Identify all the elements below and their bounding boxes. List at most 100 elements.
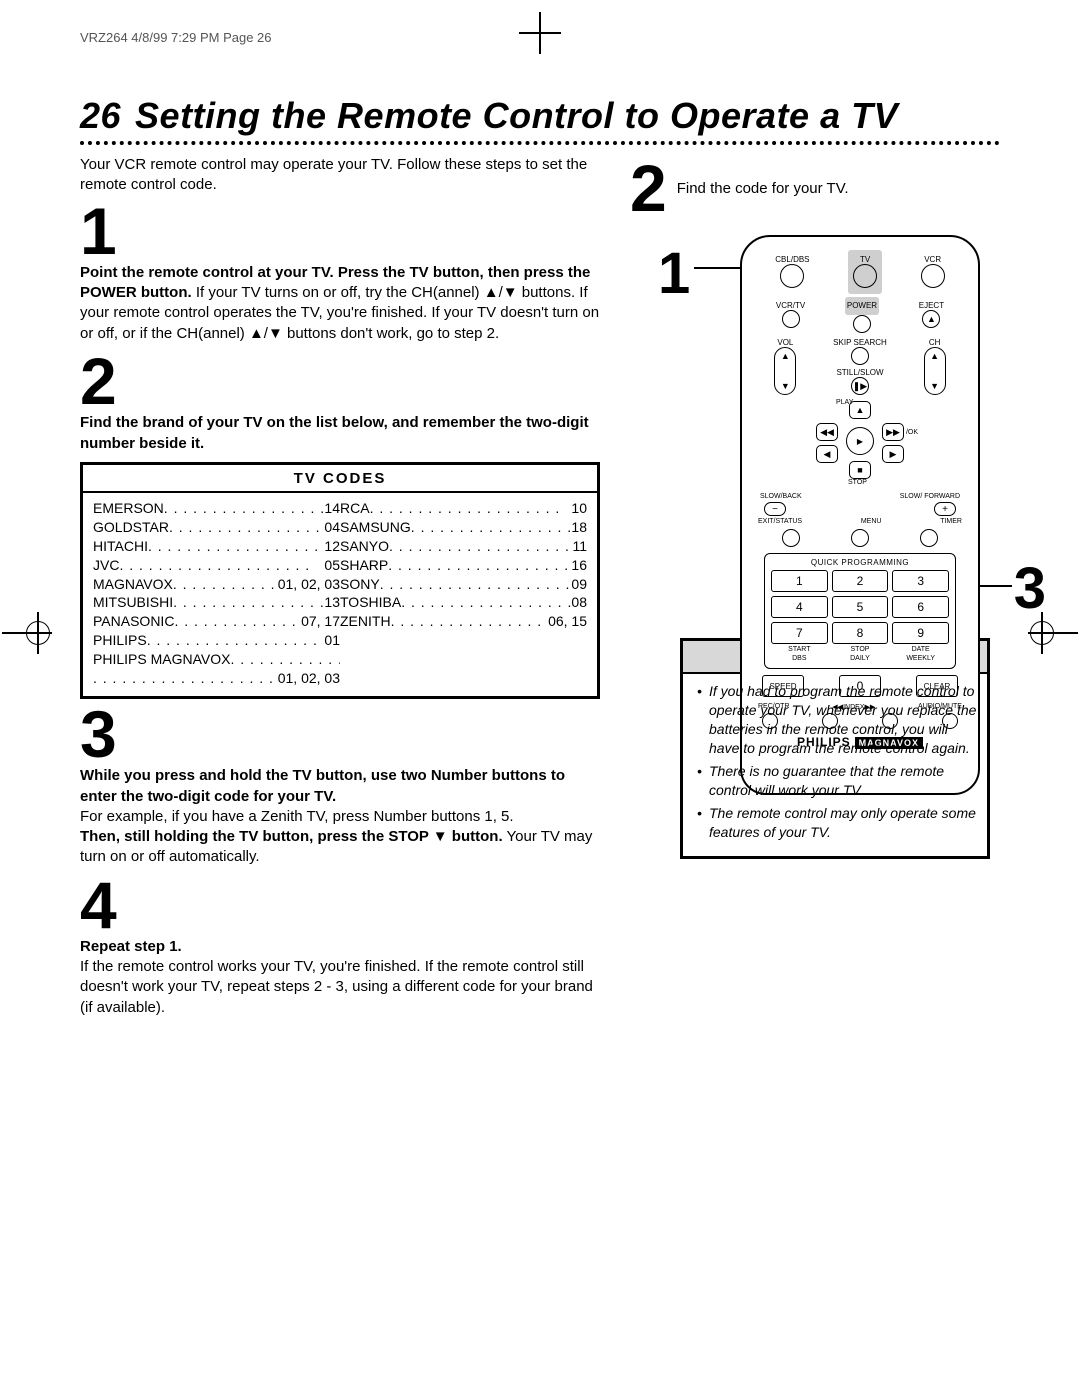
code-row: HITACHI . . . . . . . . . . . . . . . . … [93,537,340,556]
hint-item: There is no guarantee that the remote co… [697,762,977,800]
step1-number: 1 [80,202,600,261]
btn-ff: ▶▶ [882,423,904,441]
crop-mark-top [525,18,555,48]
lbl-stop2: STOP [832,646,889,653]
lbl-slowfwd: SLOW/ FORWARD [900,493,960,500]
btn-tv [853,264,877,288]
lbl-ok: /OK [906,429,918,436]
num-button-4: 4 [771,596,828,618]
step3-bold1: While you press and hold the TV button, … [80,767,565,804]
quick-programming-panel: QUICK PROGRAMMING 123456789 START STOP D… [764,553,956,669]
code-row: GOLDSTAR . . . . . . . . . . . . . . . .… [93,518,340,537]
find-number: 2 [630,159,667,218]
lbl-vcr: VCR [924,256,941,264]
step3-number: 3 [80,705,600,764]
btn-up: ▲ [849,401,871,419]
step4-body: Repeat step 1. If the remote control wor… [80,937,600,1018]
lbl-dbs: DBS [771,655,828,662]
callout-1: 1 [658,240,690,307]
lbl-slowback: SLOW/BACK [760,493,802,500]
step2-number: 2 [80,352,600,411]
code-row: SONY . . . . . . . . . . . . . . . . . .… [340,575,587,594]
ch-pill: ▲▼ [924,347,946,395]
lbl-menu: MENU [861,518,882,525]
num-button-7: 7 [771,622,828,644]
step4-rest: If the remote control works your TV, you… [80,958,593,1016]
lbl-still: STILL/SLOW [836,369,883,377]
lbl-weekly: WEEKLY [892,655,949,662]
btn-stop: ■ [849,461,871,479]
tv-highlight: TV [848,250,882,294]
code-row: MAGNAVOX . . . . . . . . . . . . . . . .… [93,575,340,594]
step1-body: Point the remote control at your TV. Pre… [80,263,600,344]
qp-title: QUICK PROGRAMMING [771,558,949,567]
page-number: 26 [80,95,121,137]
code-row: TOSHIBA . . . . . . . . . . . . . . . . … [340,593,587,612]
find-code-row: 2 Find the code for your TV. [630,159,1000,218]
btn-plus: + [934,502,956,516]
lbl-ch: CH [929,339,941,347]
step4-number: 4 [80,876,600,935]
step2-bold: Find the brand of your TV on the list be… [80,414,589,451]
btn-menu [851,529,869,547]
btn-cbldbs [780,264,804,288]
num-button-5: 5 [832,596,889,618]
lbl-stop: STOP [848,479,867,486]
step3-plain1: For example, if you have a Zenith TV, pr… [80,808,514,825]
num-button-8: 8 [832,622,889,644]
code-row: RCA . . . . . . . . . . . . . . . . . . … [340,499,587,518]
lbl-eject: EJECT [919,302,944,310]
lbl-exit: EXIT/STATUS [758,518,802,525]
codes-left-col: EMERSON . . . . . . . . . . . . . . . . … [93,499,340,688]
lbl-vcrtv: VCR/TV [776,302,805,310]
page-title: 26 Setting the Remote Control to Operate… [80,95,1000,137]
tv-codes-box: TV CODES EMERSON . . . . . . . . . . . .… [80,462,600,699]
lbl-cbldbs: CBL/DBS [775,256,809,264]
btn-timer [920,529,938,547]
btn-vcrtv [782,310,800,328]
btn-power [853,315,871,333]
code-row: PANASONIC . . . . . . . . . . . . . . . … [93,612,340,631]
num-button-6: 6 [892,596,949,618]
dpad: PLAY ▲ ◀◀ ◀ ▶ /OK ▶▶ ▶ ■ STOP [810,399,910,489]
btn-eject: ▲ [922,310,940,328]
lbl-power: POWER [847,302,877,310]
code-row: ZENITH . . . . . . . . . . . . . . . . .… [340,612,587,631]
title-text: Setting the Remote Control to Operate a … [135,95,898,137]
title-rule [80,141,1000,147]
code-row: JVC . . . . . . . . . . . . . . . . . . … [93,556,340,575]
btn-skip [851,347,869,365]
btn-still: ❚▶ [851,377,869,395]
lbl-daily: DAILY [832,655,889,662]
lbl-date: DATE [892,646,949,653]
vol-pill: ▲▼ [774,347,796,395]
btn-vcr [921,264,945,288]
lbl-start: START [771,646,828,653]
step2-body: Find the brand of your TV on the list be… [80,413,600,454]
power-highlight: POWER [845,297,879,315]
num-button-9: 9 [892,622,949,644]
number-grid: 123456789 [771,570,949,644]
right-column: 2 Find the code for your TV. 1 3 CBL/DBS… [630,155,1000,1026]
btn-left: ◀ [816,445,838,463]
code-row: SANYO . . . . . . . . . . . . . . . . . … [340,537,587,556]
crop-mark-right [1028,618,1078,648]
intro-text: Your VCR remote control may operate your… [80,155,600,196]
num-button-3: 3 [892,570,949,592]
lbl-vol: VOL [777,339,793,347]
step3-bold2: Then, still holding the TV button, press… [80,828,503,845]
lbl-tv: TV [860,256,870,264]
code-row: SAMSUNG . . . . . . . . . . . . . . . . … [340,518,587,537]
step4-bold: Repeat step 1. [80,938,182,955]
btn-rew: ◀◀ [816,423,838,441]
hint-item: If you had to program the remote control… [697,682,977,758]
code-row: EMERSON . . . . . . . . . . . . . . . . … [93,499,340,518]
code-row: PHILIPS . . . . . . . . . . . . . . . . … [93,631,340,650]
step3-body: While you press and hold the TV button, … [80,766,600,867]
crop-mark-left [2,618,52,648]
btn-exit [782,529,800,547]
hints-list: If you had to program the remote control… [683,674,987,855]
code-row: SHARP . . . . . . . . . . . . . . . . . … [340,556,587,575]
hint-item: The remote control may only operate some… [697,804,977,842]
btn-minus: − [764,502,786,516]
